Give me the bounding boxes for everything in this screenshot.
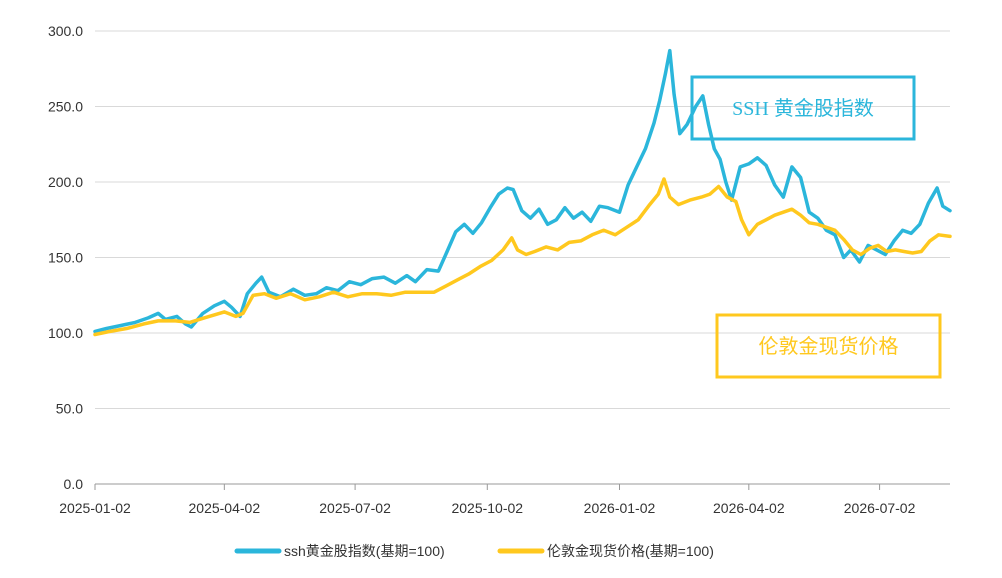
annotation-box-gold (715, 313, 942, 379)
x-axis: 2025-01-02 2025-04-02 2025-07-02 2025-10-02… (59, 483, 950, 516)
y-tick-label: 50.0 (56, 401, 83, 417)
series-line-ssh (93, 48, 952, 334)
x-tick-label: 2025-07-02 (319, 500, 391, 516)
annotation-label-gold: 伦敦金现货价格 (759, 335, 899, 358)
legend-label-ssh: ssh黄金股指数(基期=100) (284, 543, 445, 559)
y-tick-label: 300.0 (48, 23, 83, 39)
y-tick-label: 250.0 (48, 99, 83, 115)
x-tick-label: 2025-10-02 (451, 500, 523, 516)
x-tick-label: 2026-04-02 (713, 500, 785, 516)
y-tick-label: 150.0 (48, 250, 83, 266)
annotation-label-ssh: SSH 黄金股指数 (732, 97, 874, 120)
grid-lines (95, 30, 950, 409)
y-tick-label: 0.0 (64, 476, 84, 492)
x-tick-label: 2025-01-02 (59, 500, 131, 516)
y-tick-label: 200.0 (48, 174, 83, 190)
series-line-gold (93, 177, 952, 337)
y-tick-label: 100.0 (48, 325, 83, 341)
legend-label-gold: 伦敦金现货价格(基期=100) (547, 543, 714, 559)
x-tick-label: 2026-01-02 (584, 500, 656, 516)
x-tick-label: 2025-04-02 (189, 500, 261, 516)
series-lines (93, 48, 952, 337)
legend: ssh黄金股指数(基期=100) 伦敦金现货价格(基期=100) (234, 543, 714, 559)
annotation-box-ssh (690, 75, 916, 141)
x-tick-label: 2026-07-02 (844, 500, 916, 516)
y-axis: 0.0 50.0 100.0 150.0 200.0 250.0 300.0 (48, 23, 83, 492)
